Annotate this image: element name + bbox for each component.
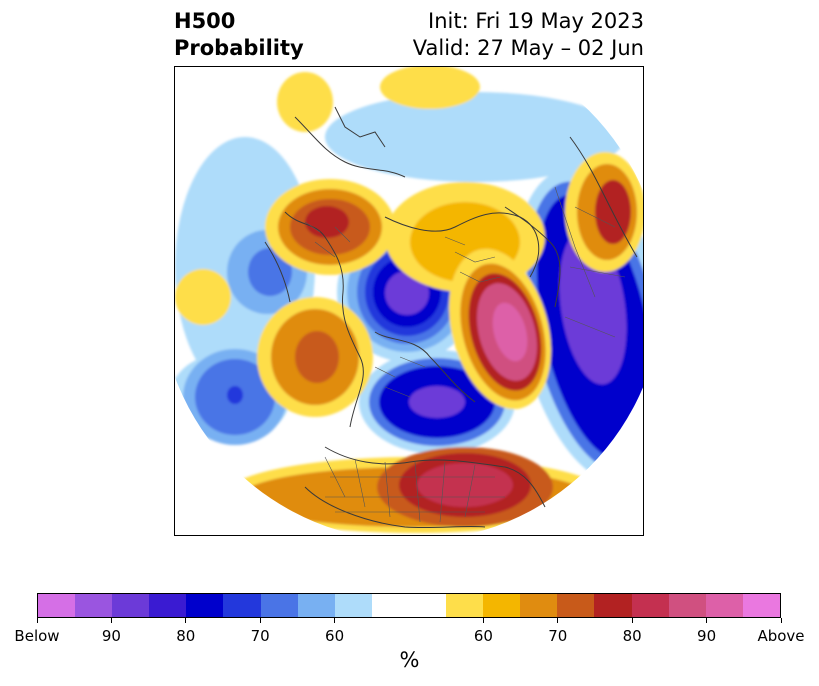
colorbar-labels: Below 90 80 70 60 60 70 80 90 Above bbox=[0, 627, 819, 647]
coastlines bbox=[264, 106, 638, 529]
colorbar-segment bbox=[75, 594, 113, 617]
colorbar-tick bbox=[36, 618, 38, 623]
colorbar-tick-label: Below bbox=[14, 627, 60, 645]
colorbar-segment bbox=[371, 594, 409, 617]
colorbar-segment bbox=[38, 594, 76, 617]
pale-blue-region-north bbox=[325, 92, 625, 182]
colorbar-tick-label: 80 bbox=[176, 627, 196, 645]
map-svg bbox=[175, 67, 643, 533]
colorbar-tick bbox=[631, 618, 633, 623]
positive-center-far-east bbox=[565, 152, 643, 272]
colorbar-segment bbox=[594, 594, 632, 617]
colorbar-segment bbox=[149, 594, 187, 617]
colorbar bbox=[37, 593, 781, 618]
colorbar-tick bbox=[259, 618, 261, 623]
negative-center-hudson-bay bbox=[359, 350, 515, 454]
colorbar-tick bbox=[780, 618, 782, 623]
colorbar-tick bbox=[185, 618, 187, 623]
positive-patch-top-left bbox=[277, 72, 333, 132]
positive-center-eastern-us bbox=[225, 447, 605, 533]
colorbar-segment bbox=[112, 594, 150, 617]
positive-patch-top bbox=[380, 67, 480, 109]
valid-date: Valid: 27 May – 02 Jun bbox=[412, 36, 644, 60]
date-info: Init: Fri 19 May 2023 Valid: 27 May – 02… bbox=[413, 8, 644, 62]
colorbar-segment bbox=[446, 594, 484, 617]
chart-title: H500 Probability bbox=[174, 8, 304, 62]
colorbar-tick-label: 90 bbox=[101, 627, 121, 645]
colorbar-tick-label: Above bbox=[757, 627, 805, 645]
colorbar-tick-label: 70 bbox=[548, 627, 568, 645]
colorbar-segment bbox=[668, 594, 706, 617]
colorbar-segment bbox=[260, 594, 298, 617]
title-line-2: Probability bbox=[174, 36, 304, 60]
colorbar-tick bbox=[557, 618, 559, 623]
colorbar-ticks bbox=[36, 618, 782, 626]
init-date: Init: Fri 19 May 2023 bbox=[428, 9, 644, 33]
positive-center-scandinavia bbox=[265, 179, 395, 275]
colorbar-tick-label: 60 bbox=[473, 627, 493, 645]
colorbar-segment bbox=[334, 594, 372, 617]
colorbar-segment bbox=[520, 594, 558, 617]
title-line-1: H500 bbox=[174, 9, 236, 33]
colorbar-tick bbox=[482, 618, 484, 623]
colorbar-unit: % bbox=[399, 648, 420, 672]
colorbar-segment bbox=[223, 594, 261, 617]
colorbar-segment bbox=[297, 594, 335, 617]
colorbar-tick-label: 70 bbox=[250, 627, 270, 645]
colorbar-segment bbox=[186, 594, 224, 617]
colorbar-tick bbox=[334, 618, 336, 623]
probability-map bbox=[174, 66, 644, 536]
colorbar-segment bbox=[483, 594, 521, 617]
colorbar-tick bbox=[706, 618, 708, 623]
positive-center-greenland-arctic bbox=[449, 248, 551, 410]
colorbar-tick-label: 80 bbox=[622, 627, 642, 645]
colorbar-tick-label: 60 bbox=[325, 627, 345, 645]
colorbar-segment bbox=[408, 594, 447, 617]
positive-center-west-middle bbox=[257, 297, 373, 417]
colorbar-segment bbox=[705, 594, 743, 617]
colorbar-tick bbox=[110, 618, 112, 623]
colorbar-segment bbox=[742, 594, 780, 617]
colorbar-tick-label: 90 bbox=[697, 627, 717, 645]
positive-patch-atlantic bbox=[175, 269, 231, 325]
borders bbox=[304, 186, 626, 523]
colorbar-segment bbox=[557, 594, 595, 617]
colorbar-segment bbox=[631, 594, 669, 617]
